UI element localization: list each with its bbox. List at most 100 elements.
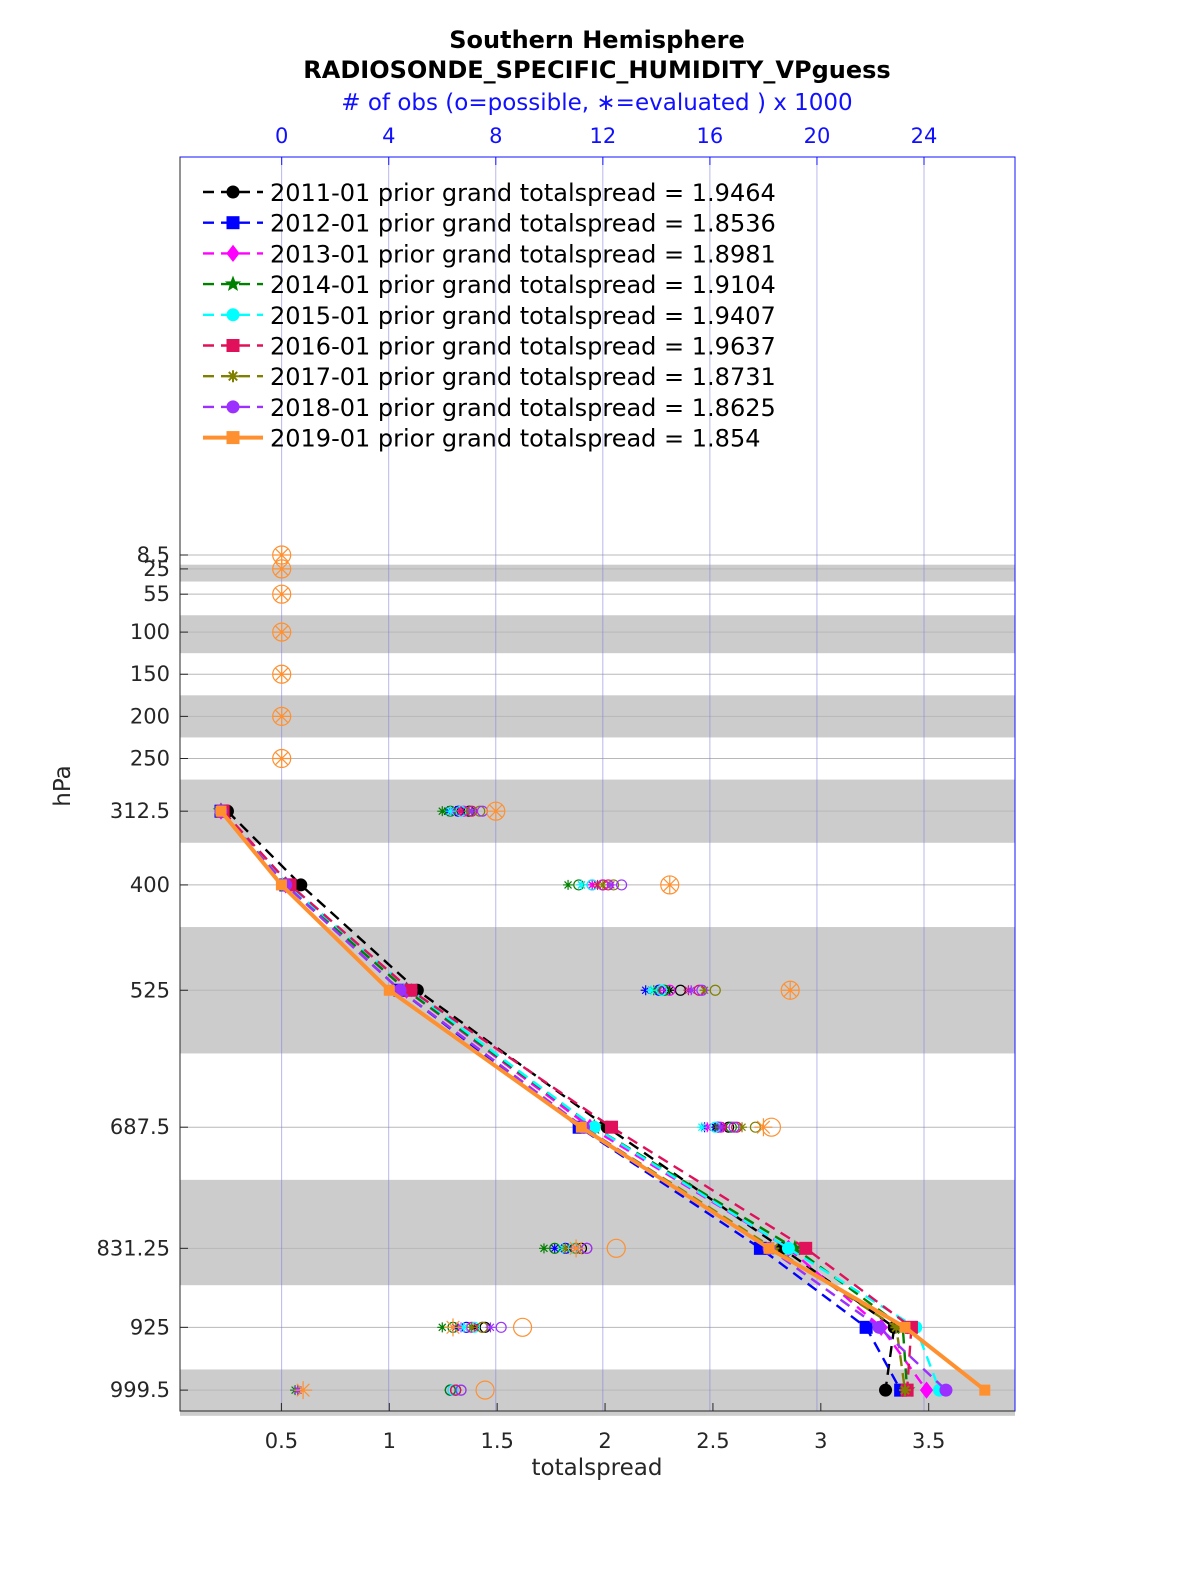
top-tick-label: 24	[911, 124, 938, 148]
y-tick-label: 200	[130, 704, 170, 728]
legend-swatch-marker	[226, 339, 240, 352]
legend-swatch-marker	[226, 431, 240, 445]
evaluated-count-marker	[660, 875, 679, 894]
y-tick-label: 150	[130, 662, 170, 686]
y-tick-label: 525	[130, 978, 170, 1002]
y-tick-label: 831.25	[97, 1236, 170, 1260]
top-tick-label: 12	[589, 124, 616, 148]
evaluated-count-marker	[597, 879, 608, 890]
evaluated-count-marker	[272, 623, 291, 642]
possible-count-marker	[475, 1380, 495, 1400]
evaluated-count-marker	[538, 1243, 549, 1254]
legend-swatch-marker	[224, 275, 242, 292]
chart-subtitle: RADIOSONDE_SPECIFIC_HUMIDITY_VPguess	[303, 56, 890, 84]
evaluated-count-marker	[445, 806, 456, 817]
legend-swatch-marker	[226, 308, 240, 322]
evaluated-count-marker	[294, 1381, 313, 1400]
possible-count-marker	[450, 1384, 462, 1396]
possible-count-marker	[447, 1384, 459, 1396]
legend-entry-label: 2016-01 prior grand totalspread = 1.9637	[270, 333, 776, 361]
series-point	[275, 879, 287, 891]
evaluated-count-marker	[272, 707, 291, 726]
obs-count-markers	[272, 545, 800, 1400]
evaluated-count-marker	[567, 1239, 586, 1258]
series-point	[898, 1384, 911, 1397]
possible-count-marker	[606, 1238, 626, 1258]
possible-count-marker	[512, 1317, 533, 1337]
series-point	[979, 1384, 991, 1396]
legend-entry-label: 2011-01 prior grand totalspread = 1.9464	[270, 179, 776, 207]
top-tick-label: 20	[804, 124, 831, 148]
y-tick-label: 250	[130, 747, 170, 771]
evaluated-count-marker	[272, 665, 291, 684]
series-point	[939, 1383, 953, 1397]
series-point	[919, 1381, 934, 1399]
evaluated-count-marker	[715, 1122, 726, 1133]
shaded-band	[180, 564, 1015, 582]
y-tick-label: 925	[130, 1315, 170, 1339]
evaluated-count-marker	[549, 1243, 560, 1254]
series-lines	[212, 802, 991, 1399]
series-point	[294, 878, 308, 892]
y-tick-label: 55	[143, 582, 170, 606]
y-tick-label: 687.5	[110, 1115, 170, 1139]
evaluated-count-marker	[485, 1322, 496, 1333]
possible-count-marker	[444, 1384, 456, 1396]
x-tick-label: 2.5	[696, 1429, 729, 1453]
y-tick-label: 100	[130, 620, 170, 644]
possible-count-marker	[615, 879, 628, 891]
grid-lines	[180, 157, 1015, 1411]
evaluated-count-marker	[272, 546, 291, 564]
evaluated-count-marker	[272, 585, 291, 604]
evaluated-count-marker	[699, 985, 710, 996]
shaded-band	[180, 615, 1015, 654]
evaluated-count-marker	[466, 1322, 477, 1333]
legend-entry-label: 2012-01 prior grand totalspread = 1.8536	[270, 210, 776, 238]
legend-swatch-marker	[227, 370, 239, 383]
possible-count-marker	[455, 1384, 467, 1396]
top-tick-label: 0	[275, 124, 288, 148]
x-tick-label: 3.5	[912, 1429, 945, 1453]
legend-entry-label: 2014-01 prior grand totalspread = 1.9104	[270, 271, 776, 299]
y-tick-label: 312.5	[110, 799, 170, 823]
series-point	[799, 1241, 813, 1255]
legend-entry-label: 2017-01 prior grand totalspread = 1.8731	[270, 363, 776, 391]
legend-swatch-marker	[226, 216, 240, 230]
legend-entry-label: 2015-01 prior grand totalspread = 1.9407	[270, 302, 776, 330]
x-tick-label: 2	[598, 1429, 611, 1453]
legend-swatch-marker	[226, 400, 240, 414]
evaluated-count-marker	[466, 806, 477, 817]
evaluated-count-marker	[686, 985, 697, 996]
possible-count-marker	[495, 1321, 507, 1333]
evaluated-count-marker	[272, 749, 291, 768]
possible-count-marker	[709, 984, 721, 996]
series-point	[890, 1321, 903, 1334]
legend-swatch-marker	[226, 185, 240, 199]
legend: 2011-01 prior grand totalspread = 1.9464…	[203, 179, 776, 453]
evaluated-count-marker	[563, 879, 574, 890]
evaluated-count-marker	[605, 879, 616, 890]
top-tick-label: 4	[382, 124, 395, 148]
series-point	[899, 1321, 911, 1333]
y-axis-label: hPa	[50, 765, 76, 807]
evaluated-count-marker	[437, 806, 448, 817]
evaluated-count-marker	[458, 1322, 469, 1333]
x-axis-label: totalspread	[532, 1455, 663, 1481]
x-tick-label: 0.5	[265, 1429, 298, 1453]
evaluated-count-marker	[456, 806, 467, 817]
shaded-band	[180, 1369, 1015, 1416]
series-point	[763, 1242, 775, 1254]
possible-count-marker	[664, 984, 676, 996]
evaluated-count-marker	[576, 879, 587, 890]
series-point	[781, 1241, 795, 1255]
evaluated-count-marker	[486, 802, 505, 821]
evaluated-count-marker	[560, 1243, 571, 1254]
y-tick-label: 25	[143, 557, 170, 581]
legend-entry-label: 2019-01 prior grand totalspread = 1.854	[270, 425, 760, 453]
possible-count-marker	[658, 984, 671, 996]
top-tick-label: 8	[489, 124, 502, 148]
x-tick-label: 1	[383, 1429, 396, 1453]
top-tick-label: 16	[697, 124, 724, 148]
legend-entry-label: 2018-01 prior grand totalspread = 1.8625	[270, 394, 776, 422]
